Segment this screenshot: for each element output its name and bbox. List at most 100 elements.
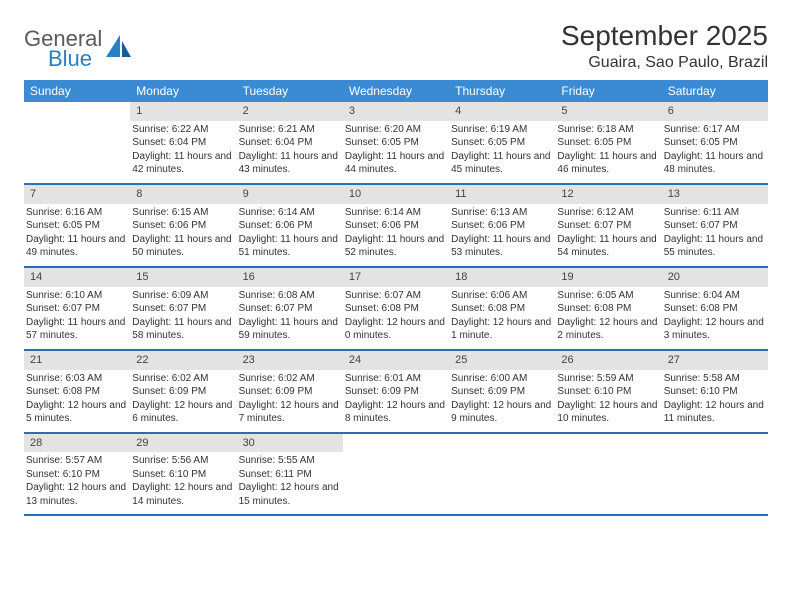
sunset-text: Sunset: 6:06 PM [239, 219, 339, 233]
day-number: 27 [662, 351, 768, 370]
sunset-text: Sunset: 6:07 PM [557, 219, 657, 233]
sunset-text: Sunset: 6:08 PM [26, 385, 126, 399]
weekday-header: Wednesday [343, 80, 449, 102]
brand-logo: General Blue [24, 20, 132, 70]
cell-body: Sunrise: 6:05 AMSunset: 6:08 PMDaylight:… [555, 289, 661, 343]
calendar-cell: 22 Sunrise: 6:02 AMSunset: 6:09 PMDayligh… [130, 350, 236, 433]
sunrise-text: Sunrise: 6:20 AM [345, 123, 445, 137]
daylight-text: Daylight: 12 hours and 14 minutes. [132, 481, 232, 508]
daylight-text: Daylight: 11 hours and 55 minutes. [664, 233, 764, 260]
sunrise-text: Sunrise: 6:17 AM [664, 123, 764, 137]
sunset-text: Sunset: 6:09 PM [132, 385, 232, 399]
calendar-cell: 1Sunrise: 6:22 AMSunset: 6:04 PMDaylight… [130, 102, 236, 184]
sunrise-text: Sunrise: 6:08 AM [239, 289, 339, 303]
day-number: 30 [237, 434, 343, 453]
sunset-text: Sunset: 6:10 PM [132, 468, 232, 482]
weekday-header: Friday [555, 80, 661, 102]
page-header: General Blue September 2025 Guaira, Sao … [24, 20, 768, 72]
daylight-text: Daylight: 11 hours and 53 minutes. [451, 233, 551, 260]
sunset-text: Sunset: 6:07 PM [132, 302, 232, 316]
day-number: 13 [662, 185, 768, 204]
weekday-header: Thursday [449, 80, 555, 102]
sunset-text: Sunset: 6:08 PM [557, 302, 657, 316]
daylight-text: Daylight: 11 hours and 48 minutes. [664, 150, 764, 177]
daylight-text: Daylight: 11 hours and 42 minutes. [132, 150, 232, 177]
sunrise-text: Sunrise: 6:04 AM [664, 289, 764, 303]
daylight-text: Daylight: 12 hours and 6 minutes. [132, 399, 232, 426]
sunrise-text: Sunrise: 6:02 AM [132, 372, 232, 386]
sunrise-text: Sunrise: 6:15 AM [132, 206, 232, 220]
weekday-header: Saturday [662, 80, 768, 102]
weekday-header: Tuesday [237, 80, 343, 102]
sunset-text: Sunset: 6:11 PM [239, 468, 339, 482]
cell-body: Sunrise: 6:15 AMSunset: 6:06 PMDaylight:… [130, 206, 236, 260]
calendar-cell: 26Sunrise: 5:59 AMSunset: 6:10 PMDayligh… [555, 350, 661, 433]
sunrise-text: Sunrise: 6:12 AM [557, 206, 657, 220]
sunrise-text: Sunrise: 5:58 AM [664, 372, 764, 386]
cell-body: Sunrise: 6:16 AMSunset: 6:05 PMDaylight:… [24, 206, 130, 260]
day-number: 29 [130, 434, 236, 453]
day-number: 5 [555, 102, 661, 121]
calendar-cell [24, 102, 130, 184]
sunset-text: Sunset: 6:05 PM [451, 136, 551, 150]
sunset-text: Sunset: 6:06 PM [132, 219, 232, 233]
day-number: 3 [343, 102, 449, 121]
daylight-text: Daylight: 11 hours and 57 minutes. [26, 316, 126, 343]
sunset-text: Sunset: 6:07 PM [239, 302, 339, 316]
day-number: 7 [24, 185, 130, 204]
sunrise-text: Sunrise: 6:03 AM [26, 372, 126, 386]
sunset-text: Sunset: 6:08 PM [451, 302, 551, 316]
calendar-cell: 23Sunrise: 6:02 AMSunset: 6:09 PMDayligh… [237, 350, 343, 433]
calendar-cell: 11Sunrise: 6:13 AMSunset: 6:06 PMDayligh… [449, 184, 555, 267]
daylight-text: Daylight: 12 hours and 7 minutes. [239, 399, 339, 426]
sunrise-text: Sunrise: 6:07 AM [345, 289, 445, 303]
calendar-cell: 13Sunrise: 6:11 AMSunset: 6:07 PMDayligh… [662, 184, 768, 267]
calendar-cell: 12Sunrise: 6:12 AMSunset: 6:07 PMDayligh… [555, 184, 661, 267]
calendar-row: 1Sunrise: 6:22 AMSunset: 6:04 PMDaylight… [24, 102, 768, 184]
day-number: 26 [555, 351, 661, 370]
calendar-row: 7 Sunrise: 6:16 AMSunset: 6:05 PMDaylight… [24, 184, 768, 267]
calendar-cell: 25Sunrise: 6:00 AMSunset: 6:09 PMDayligh… [449, 350, 555, 433]
daylight-text: Daylight: 11 hours and 50 minutes. [132, 233, 232, 260]
calendar-cell: 15Sunrise: 6:09 AMSunset: 6:07 PMDayligh… [130, 267, 236, 350]
day-number: 18 [449, 268, 555, 287]
cell-body: Sunrise: 6:20 AMSunset: 6:05 PMDaylight:… [343, 123, 449, 177]
sunrise-text: Sunrise: 6:21 AM [239, 123, 339, 137]
calendar-cell: 27 Sunrise: 5:58 AMSunset: 6:10 PMDayligh… [662, 350, 768, 433]
sunset-text: Sunset: 6:08 PM [664, 302, 764, 316]
sunset-text: Sunset: 6:10 PM [557, 385, 657, 399]
weekday-header: Monday [130, 80, 236, 102]
sunrise-text: Sunrise: 6:14 AM [345, 206, 445, 220]
cell-body: Sunrise: 5:58 AMSunset: 6:10 PMDaylight:… [662, 372, 768, 426]
sunset-text: Sunset: 6:07 PM [664, 219, 764, 233]
daylight-text: Daylight: 11 hours and 54 minutes. [557, 233, 657, 260]
daylight-text: Daylight: 11 hours and 46 minutes. [557, 150, 657, 177]
sunset-text: Sunset: 6:09 PM [345, 385, 445, 399]
cell-body: Sunrise: 6:03 AMSunset: 6:08 PMDaylight:… [24, 372, 130, 426]
cell-body: Sunrise: 6:02 AMSunset: 6:09 PMDaylight:… [130, 372, 236, 426]
cell-body: Sunrise: 6:06 AMSunset: 6:08 PMDaylight:… [449, 289, 555, 343]
calendar-row: 28Sunrise: 5:57 AMSunset: 6:10 PMDayligh… [24, 433, 768, 516]
day-number: 23 [237, 351, 343, 370]
daylight-text: Daylight: 12 hours and 5 minutes. [26, 399, 126, 426]
sunset-text: Sunset: 6:04 PM [132, 136, 232, 150]
sunrise-text: Sunrise: 5:55 AM [239, 454, 339, 468]
sunset-text: Sunset: 6:09 PM [239, 385, 339, 399]
calendar-cell: 17Sunrise: 6:07 AMSunset: 6:08 PMDayligh… [343, 267, 449, 350]
sunset-text: Sunset: 6:06 PM [451, 219, 551, 233]
day-number: 28 [24, 434, 130, 453]
sunset-text: Sunset: 6:05 PM [345, 136, 445, 150]
sunset-text: Sunset: 6:05 PM [557, 136, 657, 150]
cell-body: Sunrise: 6:21 AMSunset: 6:04 PMDaylight:… [237, 123, 343, 177]
calendar-cell [555, 433, 661, 516]
cell-body: Sunrise: 5:56 AMSunset: 6:10 PMDaylight:… [130, 454, 236, 508]
sunrise-text: Sunrise: 6:22 AM [132, 123, 232, 137]
calendar-cell: 3 Sunrise: 6:20 AMSunset: 6:05 PMDaylight… [343, 102, 449, 184]
sunrise-text: Sunrise: 6:19 AM [451, 123, 551, 137]
day-number: 22 [130, 351, 236, 370]
calendar-cell: 21Sunrise: 6:03 AMSunset: 6:08 PMDayligh… [24, 350, 130, 433]
cell-body: Sunrise: 6:09 AMSunset: 6:07 PMDaylight:… [130, 289, 236, 343]
sunrise-text: Sunrise: 5:59 AM [557, 372, 657, 386]
calendar-cell: 4Sunrise: 6:19 AMSunset: 6:05 PMDaylight… [449, 102, 555, 184]
sunset-text: Sunset: 6:07 PM [26, 302, 126, 316]
